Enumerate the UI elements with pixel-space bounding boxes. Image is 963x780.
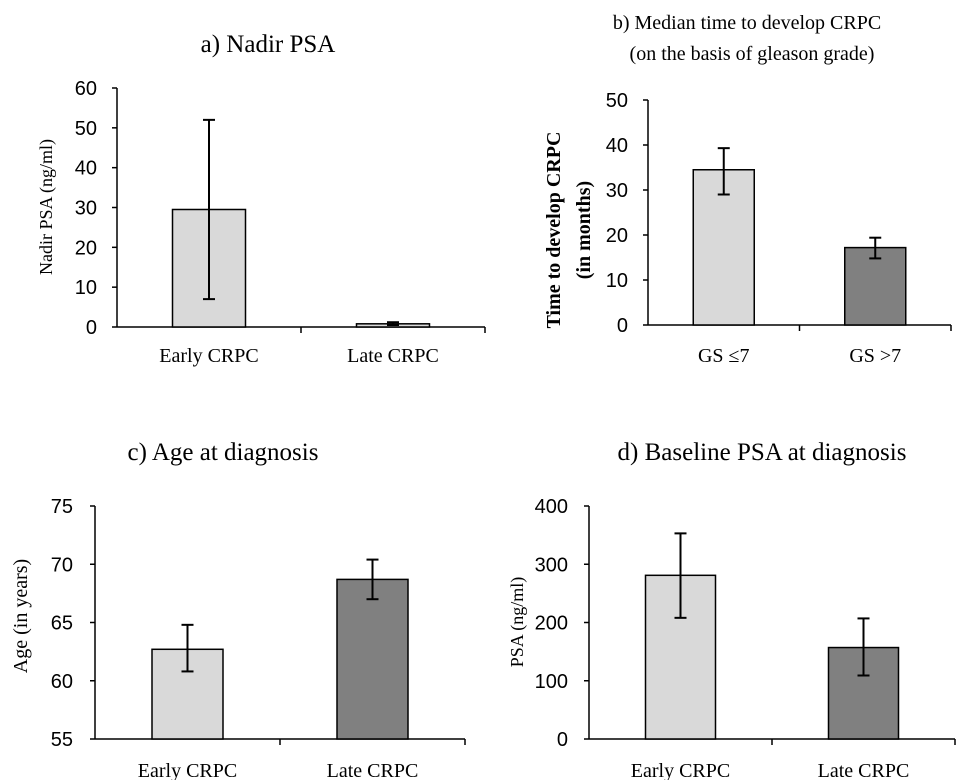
chart-c: c) Age at diagnosis Age (in years) 55 60 65 7… [10, 439, 466, 780]
chart-c-ytick-label: 55 [51, 729, 73, 751]
chart-a: a) Nadir PSA Nadir PSA (ng/ml) 0 10 20 30 40 50… [36, 31, 486, 367]
chart-d-ytick-label: 200 [535, 613, 568, 635]
chart-b-ytick-label: 50 [606, 90, 628, 112]
chart-b-ylabel-line2: (in months) [573, 181, 595, 279]
chart-a-ytick-label: 10 [75, 277, 97, 299]
chart-b-subtitle: (on the basis of gleason grade) [630, 43, 875, 65]
chart-a-ylabel: Nadir PSA (ng/ml) [36, 139, 57, 275]
chart-b-ytick-label: 20 [606, 225, 628, 247]
chart-d-category-label: Early CRPC [631, 760, 730, 780]
chart-a-category-label: Late CRPC [347, 345, 439, 367]
chart-c-ytick-label: 75 [51, 496, 73, 518]
chart-a-title: a) Nadir PSA [201, 31, 336, 58]
chart-b-ytick-label: 40 [606, 135, 628, 157]
chart-a-ytick-label: 20 [75, 237, 97, 259]
chart-c-ylabel: Age (in years) [10, 559, 32, 673]
chart-b-bar-1 [692, 169, 755, 326]
chart-c-ytick-label: 70 [51, 554, 73, 576]
chart-d-category-label: Late CRPC [818, 760, 910, 780]
chart-d-ytick-label: 0 [557, 729, 568, 751]
chart-c-category-label: Late CRPC [327, 760, 419, 780]
chart-d-ytick-label: 100 [535, 671, 568, 693]
chart-d-ytick-label: 300 [535, 554, 568, 576]
chart-b-ytick-label: 30 [606, 180, 628, 202]
chart-b-category-label: GS ≤7 [698, 345, 750, 367]
chart-c-ytick-label: 65 [51, 613, 73, 635]
chart-a-ytick-label: 60 [75, 78, 97, 100]
chart-c-bar-2 [336, 578, 409, 740]
chart-b-category-label: GS >7 [849, 345, 901, 367]
chart-a-ytick-label: 0 [86, 317, 97, 339]
chart-b-ytick-label: 10 [606, 270, 628, 292]
chart-d: d) Baseline PSA at diagnosis PSA (ng/ml) 0… [507, 439, 956, 780]
chart-b-ytick-label: 0 [617, 315, 628, 337]
chart-d-title: d) Baseline PSA at diagnosis [618, 439, 907, 466]
chart-a-ytick-label: 40 [75, 158, 97, 180]
chart-c-title: c) Age at diagnosis [128, 439, 319, 466]
chart-a-category-label: Early CRPC [159, 345, 258, 367]
chart-c-ytick-label: 60 [51, 671, 73, 693]
chart-b: b) Median time to develop CRPC (on the ba… [543, 12, 952, 367]
chart-b-title: b) Median time to develop CRPC [613, 12, 881, 34]
chart-d-ytick-label: 400 [535, 496, 568, 518]
chart-b-bar-2 [844, 246, 907, 326]
chart-b-ylabel: Time to develop CRPC [543, 132, 565, 329]
chart-c-category-label: Early CRPC [138, 760, 237, 780]
chart-d-ylabel: PSA (ng/ml) [507, 577, 528, 668]
chart-a-ytick-label: 50 [75, 118, 97, 140]
chart-a-ytick-label: 30 [75, 198, 97, 220]
